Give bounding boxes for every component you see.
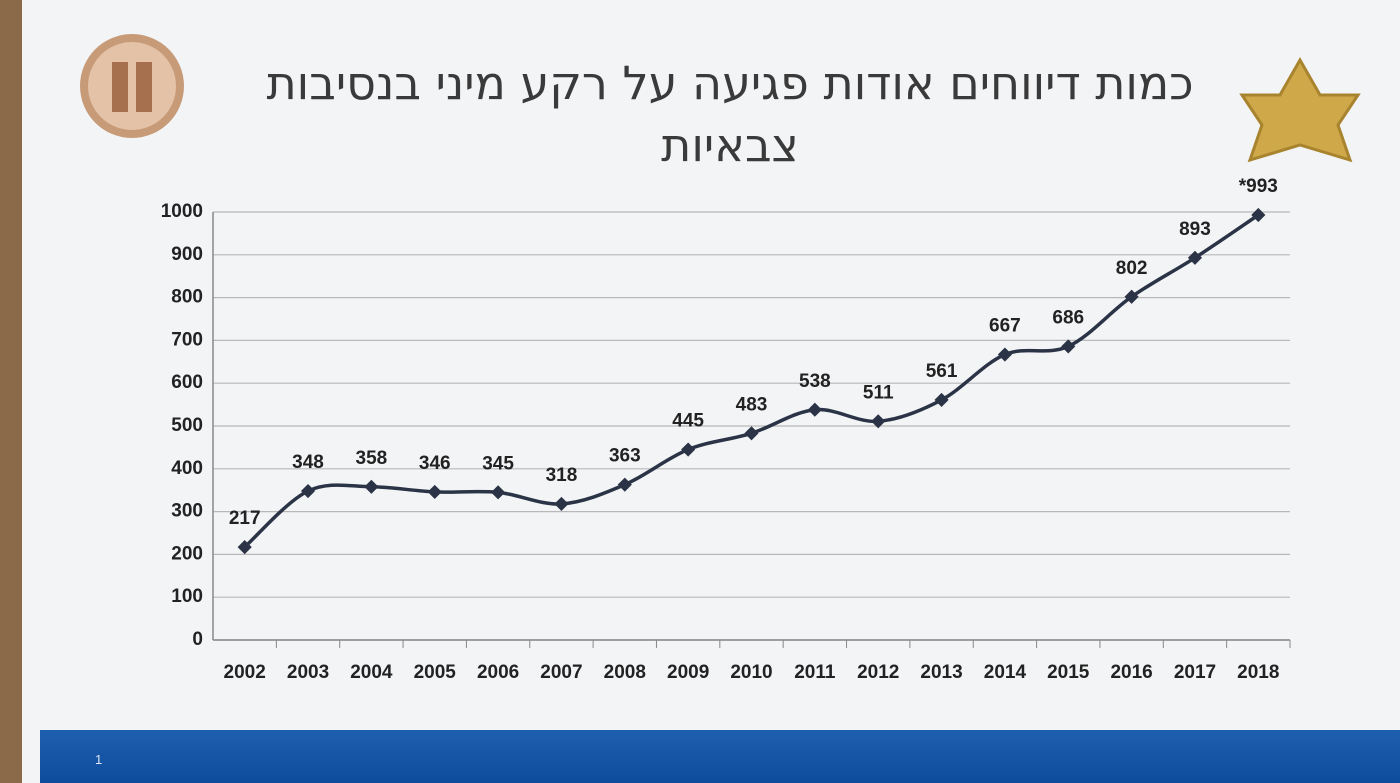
x-tick-label: 2015 (1047, 662, 1090, 683)
x-tick-label: 2017 (1174, 662, 1216, 683)
x-tick-label: 2005 (414, 662, 457, 683)
data-label: *993 (1239, 176, 1278, 197)
data-label: 686 (1052, 307, 1084, 328)
x-tick-label: 2007 (540, 662, 582, 683)
marker (554, 496, 569, 511)
data-label: 345 (482, 453, 514, 474)
x-tick-label: 2011 (794, 662, 836, 683)
data-label: 445 (672, 411, 704, 432)
marker (807, 402, 822, 417)
marker (491, 485, 506, 500)
y-tick-label: 900 (171, 244, 203, 265)
marker (364, 479, 379, 494)
data-label: 561 (926, 361, 958, 382)
chart-title: כמות דיווחים אודות פגיעה על רקע מיני בנס… (266, 56, 1194, 172)
data-label: 346 (419, 453, 451, 474)
data-label: 893 (1179, 219, 1211, 240)
x-tick-label: 2008 (604, 662, 646, 683)
x-tick-label: 2018 (1237, 662, 1279, 683)
x-tick-label: 2006 (477, 662, 519, 683)
data-label: 511 (863, 382, 894, 403)
data-label: 348 (292, 452, 324, 473)
logo-left (80, 34, 184, 138)
x-tick-label: 2012 (857, 662, 899, 683)
line (243, 213, 1260, 549)
y-tick-label: 200 (171, 543, 203, 564)
marker (744, 426, 759, 441)
data-label: 483 (736, 394, 768, 415)
data-label: 363 (609, 446, 641, 467)
y-tick-label: 100 (171, 586, 203, 607)
slide (22, 0, 1400, 783)
x-tick-label: 2016 (1110, 662, 1152, 683)
x-tick-label: 2013 (920, 662, 962, 683)
page-number: 1 (95, 752, 103, 767)
x-tick-label: 2009 (667, 662, 709, 683)
y-tick-label: 300 (171, 501, 203, 522)
x-tick-label: 2002 (224, 662, 266, 683)
marker (1187, 250, 1203, 265)
marker (1251, 207, 1266, 223)
marker (934, 392, 949, 407)
marker (681, 442, 696, 457)
x-tick-label: 2010 (730, 662, 772, 683)
data-label: 667 (989, 316, 1021, 337)
y-tick-label: 1000 (161, 201, 203, 222)
marker (871, 414, 886, 429)
y-tick-label: 400 (171, 458, 203, 479)
x-tick-label: 2003 (287, 662, 329, 683)
marker (237, 540, 252, 555)
data-label: 802 (1116, 258, 1148, 279)
y-tick-label: 800 (171, 287, 203, 308)
marker (617, 477, 632, 492)
x-tick-label: 2004 (350, 662, 393, 683)
y-tick-label: 0 (192, 629, 203, 650)
marker (427, 484, 442, 499)
y-tick-label: 600 (171, 372, 203, 393)
data-label: 358 (356, 448, 388, 469)
data-label: 217 (229, 508, 261, 529)
logo-right (1239, 56, 1361, 163)
data-label: 318 (546, 465, 578, 486)
y-tick-label: 500 (171, 415, 203, 436)
marker (997, 347, 1012, 362)
x-tick-label: 2014 (984, 662, 1027, 683)
footer-bar (40, 730, 1400, 783)
data-label: 538 (799, 371, 831, 392)
marker (300, 483, 316, 499)
marker (1061, 339, 1076, 354)
marker (1124, 289, 1139, 304)
y-tick-label: 700 (171, 329, 203, 350)
